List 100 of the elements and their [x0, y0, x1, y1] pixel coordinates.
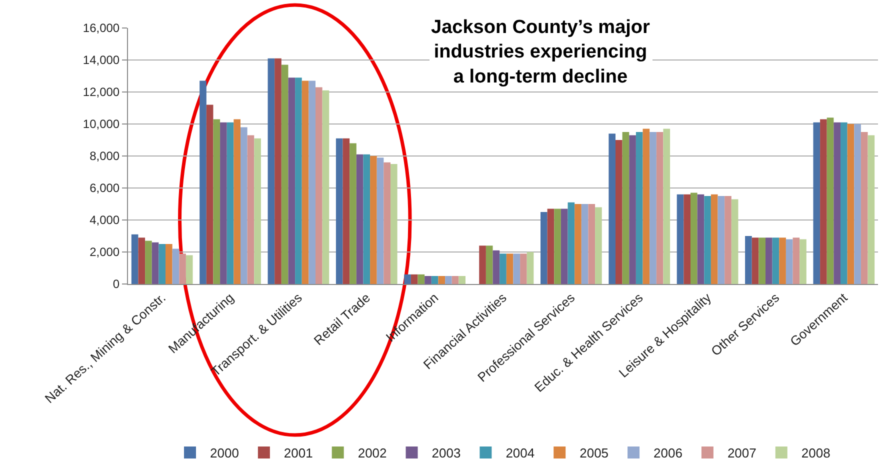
bar	[792, 238, 800, 284]
bar	[131, 234, 138, 284]
bar	[581, 204, 588, 284]
bar	[813, 122, 820, 284]
bar	[254, 138, 261, 284]
bar	[697, 194, 704, 284]
bar	[200, 80, 206, 284]
y-tick-label: 8,000	[90, 149, 120, 164]
bar	[826, 118, 834, 284]
bar	[772, 238, 780, 284]
bar	[868, 135, 875, 284]
bar	[588, 204, 596, 284]
bar	[404, 274, 411, 284]
bar	[226, 122, 234, 284]
legend-label: 2005	[580, 446, 609, 461]
bar	[479, 246, 486, 284]
bar	[684, 194, 690, 284]
bar	[356, 154, 364, 284]
bar	[520, 254, 527, 284]
y-tick-label: 16,000	[82, 21, 120, 36]
bar	[390, 164, 398, 284]
bar	[308, 80, 316, 284]
bar	[554, 208, 561, 284]
bar	[656, 132, 664, 284]
bar	[145, 240, 152, 284]
bar	[431, 276, 438, 284]
bar	[179, 254, 186, 284]
bar	[316, 87, 322, 284]
legend-label: 2003	[432, 446, 461, 461]
y-tick-label: 2,000	[90, 245, 120, 260]
bar	[452, 276, 459, 284]
bar	[710, 194, 718, 284]
y-tick-label: 14,000	[82, 53, 120, 68]
legend-label: 2002	[358, 446, 387, 461]
bar	[704, 196, 711, 284]
bar	[302, 80, 309, 284]
bar	[288, 78, 296, 284]
bar	[350, 143, 356, 284]
bar	[220, 122, 227, 284]
legend-label: 2001	[284, 446, 313, 461]
bar	[800, 239, 806, 284]
bar	[847, 124, 854, 284]
bar	[268, 58, 275, 284]
bar	[560, 208, 568, 284]
bar	[234, 119, 240, 284]
bar	[322, 90, 330, 284]
bar	[152, 242, 159, 284]
bar	[690, 192, 698, 284]
bar	[642, 128, 650, 284]
bar	[540, 212, 548, 284]
bar	[166, 244, 172, 284]
bar	[758, 238, 766, 284]
bar	[779, 238, 786, 284]
bar	[410, 274, 418, 284]
bar	[636, 132, 643, 284]
bar	[186, 255, 193, 284]
bar	[786, 239, 793, 284]
bar	[840, 122, 848, 284]
legend-label: 2007	[727, 446, 756, 461]
legend-label: 2004	[506, 446, 535, 461]
bar	[724, 196, 732, 284]
bar	[376, 158, 384, 284]
y-tick-label: 6,000	[90, 181, 120, 196]
bar	[629, 135, 636, 284]
y-tick-label: 12,000	[82, 85, 120, 100]
text: Jackson County’s major industries experiencing a long-term decline	[431, 17, 651, 88]
bar	[854, 124, 861, 284]
bar	[513, 254, 520, 284]
bar	[158, 244, 166, 284]
bar	[240, 127, 248, 284]
bar	[370, 156, 377, 284]
y-tick-label: 4,000	[90, 213, 120, 228]
bar	[418, 274, 425, 284]
bar	[492, 250, 500, 284]
legend-label: 2006	[654, 446, 682, 461]
bar	[650, 132, 656, 284]
bar	[274, 58, 282, 284]
bar	[363, 154, 370, 284]
bar	[506, 254, 514, 284]
bar	[608, 134, 616, 284]
bar	[834, 122, 840, 284]
bar	[500, 254, 506, 284]
bar	[336, 138, 343, 284]
bar	[295, 78, 302, 284]
bar	[281, 64, 288, 284]
bar	[342, 138, 350, 284]
bar	[745, 236, 752, 284]
bar	[574, 204, 582, 284]
bar	[247, 135, 254, 284]
bar	[595, 207, 602, 284]
bar	[820, 119, 827, 284]
y-tick-label: 10,000	[82, 117, 120, 132]
bar	[486, 246, 493, 284]
bar	[384, 162, 390, 284]
bar	[616, 140, 622, 284]
bar	[568, 202, 575, 284]
bar	[622, 132, 630, 284]
bar	[138, 238, 146, 284]
bar	[860, 132, 868, 284]
bar	[424, 276, 432, 284]
